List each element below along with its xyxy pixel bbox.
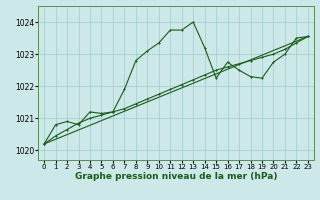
X-axis label: Graphe pression niveau de la mer (hPa): Graphe pression niveau de la mer (hPa) (75, 172, 277, 181)
